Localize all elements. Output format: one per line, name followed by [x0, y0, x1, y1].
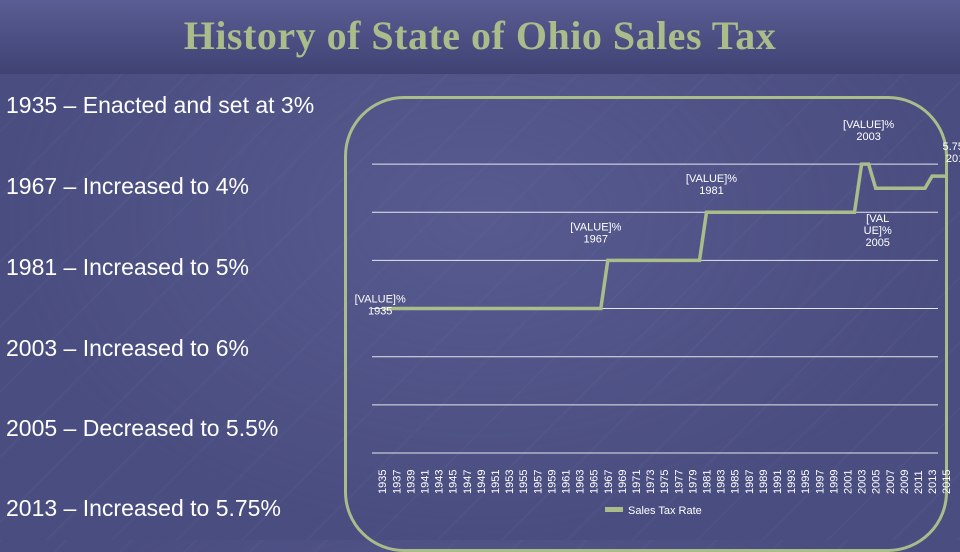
x-tick-label: 1945 [448, 470, 460, 494]
x-tick-label: 2007 [885, 470, 897, 494]
data-label-text: [VALUE]% [570, 221, 621, 233]
x-tick-label: 1941 [420, 470, 432, 494]
bullet-1981: 1981 – Increased to 5% [6, 254, 249, 280]
x-tick-label: 1937 [391, 470, 403, 494]
x-tick-label: 1969 [617, 470, 629, 494]
x-tick-label: 1987 [744, 470, 756, 494]
x-tick-label: 2011 [913, 470, 925, 494]
data-label-text: 1981 [699, 185, 723, 197]
x-tick-label: 1999 [828, 470, 840, 494]
data-label: [VALUE]%1935 [355, 294, 406, 318]
x-tick-label: 1959 [546, 470, 558, 494]
series-line [382, 162, 947, 311]
x-tick-label: 1951 [490, 470, 502, 494]
title-bar [0, 0, 960, 74]
x-tick-label: 1991 [772, 470, 784, 494]
x-tick-label: 1947 [462, 470, 474, 494]
data-label: 5.75%2013 [942, 141, 960, 165]
x-tick-label: 2003 [857, 470, 869, 494]
x-tick-label: 1955 [518, 470, 530, 494]
x-tick-label: 1985 [730, 470, 742, 494]
data-label-text: 5.75% [942, 141, 960, 153]
x-tick-label: 1949 [476, 470, 488, 494]
data-label: [VALUE]%1981 [686, 173, 737, 197]
data-label-text: 2003 [856, 131, 880, 143]
legend: Sales Tax Rate [605, 505, 702, 517]
x-tick-label: 1975 [659, 470, 671, 494]
x-tick-label: 1983 [716, 470, 728, 494]
x-tick-label: 1993 [786, 470, 798, 494]
x-tick-label: 1963 [575, 470, 587, 494]
data-labels: [VALUE]%1935[VALUE]%1967[VALUE]%1981[VAL… [355, 119, 960, 317]
x-tick-label: 1973 [645, 470, 657, 494]
x-tick-label: 2013 [927, 470, 939, 494]
data-label-text: 1935 [368, 306, 392, 318]
x-tick-label: 1995 [800, 470, 812, 494]
x-tick-label: 1997 [814, 470, 826, 494]
x-tick-label: 1953 [504, 470, 516, 494]
bullet-1935: 1935 – Enacted and set at 3% [6, 92, 315, 118]
data-label-text: 2013 [946, 153, 960, 165]
x-tick-label: 2009 [899, 470, 911, 494]
x-tick-label: 1965 [589, 470, 601, 494]
x-tick-label: 1935 [377, 470, 389, 494]
x-tick-label: 1989 [758, 470, 770, 494]
bullet-2013: 2013 – Increased to 5.75% [6, 495, 281, 521]
x-tick-label: 1981 [702, 470, 714, 494]
data-label: [VALUE]%2005 [864, 213, 892, 249]
data-label-text: [VAL [866, 213, 889, 225]
x-tick-label: 2005 [871, 470, 883, 494]
sales-tax-chart: 1935 1937 1939 1941 1943 1945 1947 1949 1951 1953… [355, 119, 960, 517]
data-label-text: 2005 [865, 237, 889, 249]
x-tick-label: 1979 [687, 470, 699, 494]
data-label-text: [VALUE]% [843, 119, 894, 131]
data-label-text: UE]% [864, 225, 892, 237]
data-label: [VALUE]%2003 [843, 119, 894, 143]
legend-swatch [605, 507, 623, 512]
x-tick-label: 2015 [941, 470, 953, 494]
x-tick-label: 1961 [561, 470, 573, 494]
x-tick-label: 1943 [434, 470, 446, 494]
data-label: [VALUE]%1967 [570, 221, 621, 245]
data-label-text: [VALUE]% [686, 173, 737, 185]
x-tick-label: 1967 [603, 470, 615, 494]
x-tick-label: 1957 [532, 470, 544, 494]
x-axis-ticks: 1935 1937 1939 1941 1943 1945 1947 1949 1951 1953… [377, 470, 953, 494]
x-tick-label: 2001 [843, 470, 855, 494]
x-tick-label: 1977 [673, 470, 685, 494]
legend-label: Sales Tax Rate [628, 505, 702, 517]
x-tick-label: 1939 [405, 470, 417, 494]
bullet-2003: 2003 – Increased to 6% [6, 335, 249, 361]
series-layer [382, 162, 947, 311]
x-tick-label: 1971 [631, 470, 643, 494]
slide-title: History of State of Ohio Sales Tax [183, 13, 777, 58]
data-label-text: 1967 [584, 233, 608, 245]
data-label-text: [VALUE]% [355, 294, 406, 306]
bullet-2005: 2005 – Decreased to 5.5% [6, 415, 279, 441]
bullet-1967: 1967 – Increased to 4% [6, 173, 249, 199]
gridlines [372, 163, 938, 454]
